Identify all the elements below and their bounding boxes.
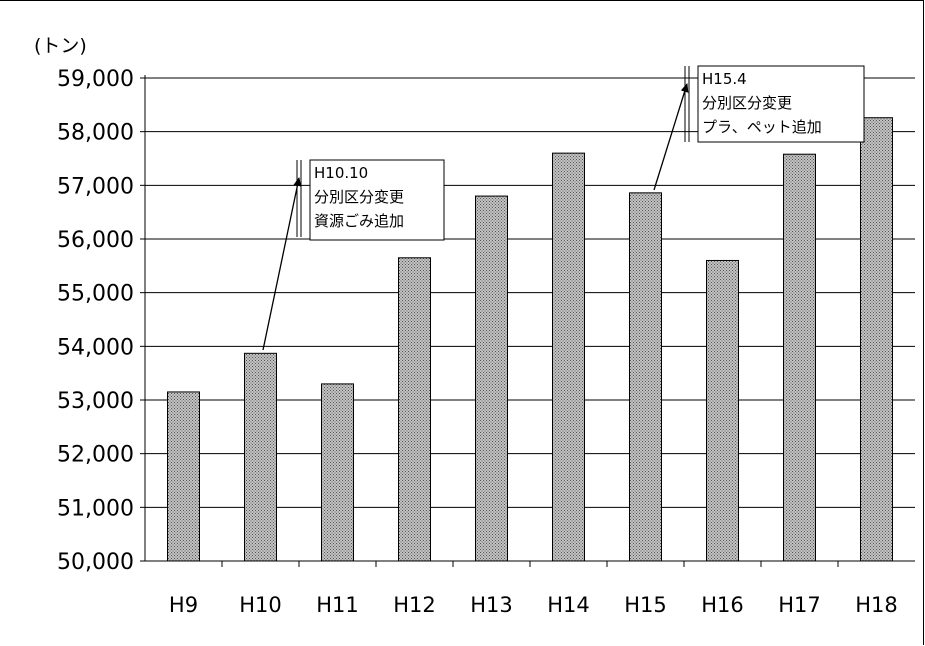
annotation-text: プラ、ペット追加 (702, 118, 822, 136)
bar (552, 152, 585, 562)
x-tick-label: H18 (855, 593, 898, 617)
bar (398, 257, 431, 562)
bar (321, 383, 354, 562)
y-tick-label: 57,000 (57, 174, 134, 199)
y-tick-label: 51,000 (57, 496, 134, 521)
x-tick-label: H15 (624, 593, 667, 617)
annotation-text: 分別区分変更 (314, 188, 404, 206)
y-tick-label: 58,000 (57, 121, 134, 146)
annotation-arrow (653, 83, 689, 191)
bar (629, 192, 662, 562)
y-tick-label: 56,000 (57, 228, 134, 253)
bar (706, 259, 739, 562)
annotation-box (309, 159, 445, 241)
x-tick-label: H12 (393, 593, 436, 617)
annotation-text: H10.10 (314, 164, 368, 182)
y-tick-label: 59,000 (57, 67, 134, 92)
x-tick-label: H17 (778, 593, 821, 617)
bar (475, 195, 508, 562)
y-tick-label: 54,000 (57, 335, 134, 360)
annotation-text: 資源ごみ追加 (314, 212, 404, 230)
y-tick-label: 50,000 (57, 550, 134, 575)
x-tick-label: H16 (701, 593, 744, 617)
x-tick-label: H10 (239, 593, 282, 617)
annotation-box (697, 65, 865, 143)
annotation-text: 分別区分変更 (702, 94, 792, 112)
y-tick-label: 53,000 (57, 389, 134, 414)
x-tick-label: H13 (470, 593, 513, 617)
bar (860, 117, 893, 562)
y-tick-label: 52,000 (57, 443, 134, 468)
bar (783, 153, 816, 562)
annotation-arrow (262, 177, 302, 351)
y-unit-label: (トン) (34, 35, 87, 57)
y-tick-label: 55,000 (57, 282, 134, 307)
annotation-text: H15.4 (702, 70, 747, 88)
x-tick-label: H11 (316, 593, 359, 617)
bar (244, 352, 277, 562)
x-tick-label: H14 (547, 593, 590, 617)
x-tick-label: H9 (169, 593, 198, 617)
bar (167, 391, 200, 562)
